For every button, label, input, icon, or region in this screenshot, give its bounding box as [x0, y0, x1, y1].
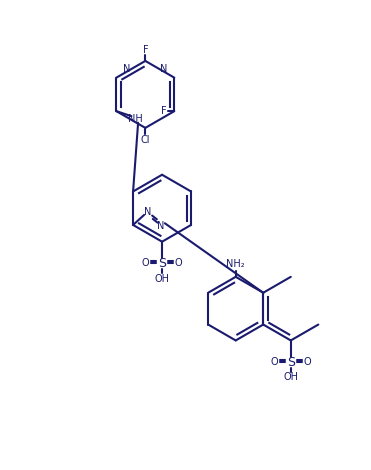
Text: Cl: Cl — [141, 134, 150, 145]
Text: NH₂: NH₂ — [226, 259, 245, 269]
Text: S: S — [158, 257, 166, 270]
Text: O: O — [141, 258, 149, 268]
Text: N: N — [144, 207, 152, 217]
Text: OH: OH — [155, 274, 170, 283]
Text: S: S — [287, 356, 295, 368]
Text: O: O — [270, 357, 278, 367]
Text: OH: OH — [283, 372, 298, 382]
Text: F: F — [142, 45, 148, 55]
Text: O: O — [304, 357, 311, 367]
Text: NH: NH — [128, 114, 143, 124]
Text: N: N — [124, 64, 131, 74]
Text: N: N — [160, 64, 167, 74]
Text: N: N — [157, 221, 165, 231]
Text: O: O — [175, 258, 183, 268]
Text: F: F — [161, 106, 167, 116]
